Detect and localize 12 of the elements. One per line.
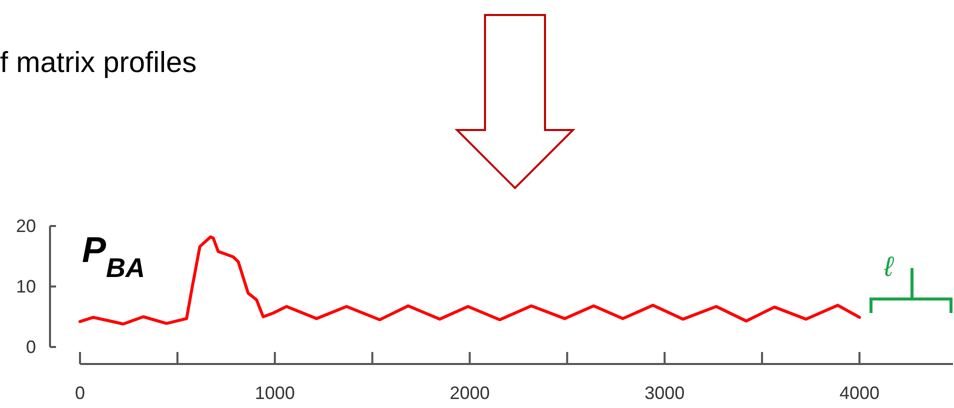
chart-title: f matrix profiles [0,47,197,79]
y-tick-label: 10 [16,276,36,296]
annotation: ℓ [883,251,895,282]
x-tick-label: 1000 [254,382,295,403]
x-tick-label: 2000 [450,382,490,403]
x-tick-label: 4000 [839,382,880,403]
series-label: P$_{BA}$ [82,229,146,283]
x-tick-label: 3000 [644,382,685,403]
x-tick-label: 0 [74,382,86,403]
y-tick-label: 0 [26,336,36,357]
line-series [78,235,861,326]
y-tick-label: 20 [16,216,36,236]
